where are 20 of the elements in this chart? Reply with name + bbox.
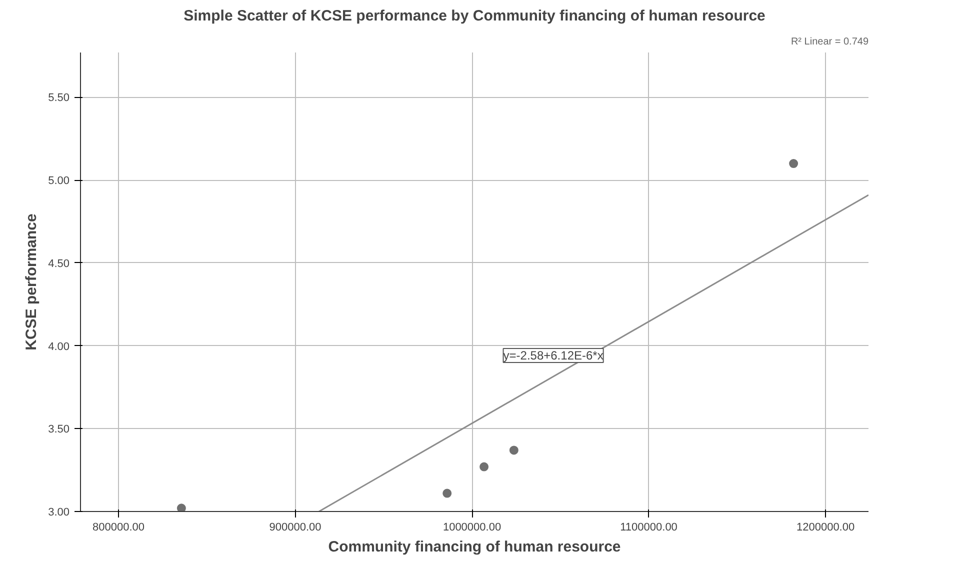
x-axis-title: Community financing of human resource (328, 538, 621, 556)
y-tick-label: 4.00 (48, 340, 70, 353)
y-tick-label: 5.00 (48, 175, 70, 188)
y-tick-label: 5.50 (48, 92, 70, 104)
point (789, 159, 798, 168)
y-tick-label: 4.50 (48, 258, 70, 270)
x-tick-label: 1200000.00 (796, 522, 855, 534)
y-tick-label: 3.00 (48, 506, 70, 518)
text: R² Linear = 0.749 (790, 36, 869, 48)
chart-title: Simple Scatter of KCSE performance by Community financing of human resource (184, 8, 766, 24)
y-axis-title: KCSE performance (23, 214, 40, 350)
point (509, 446, 518, 455)
x-tick-label: 900000.00 (269, 522, 322, 534)
y-tick-label: 3.50 (48, 424, 70, 436)
point (480, 462, 489, 472)
point (442, 488, 452, 498)
x-tick-label: 800000.00 (92, 522, 145, 534)
point (176, 504, 186, 512)
x-tick-label: 1100000.00 (620, 522, 678, 534)
x-tick-label: 1000000.00 (442, 522, 502, 534)
